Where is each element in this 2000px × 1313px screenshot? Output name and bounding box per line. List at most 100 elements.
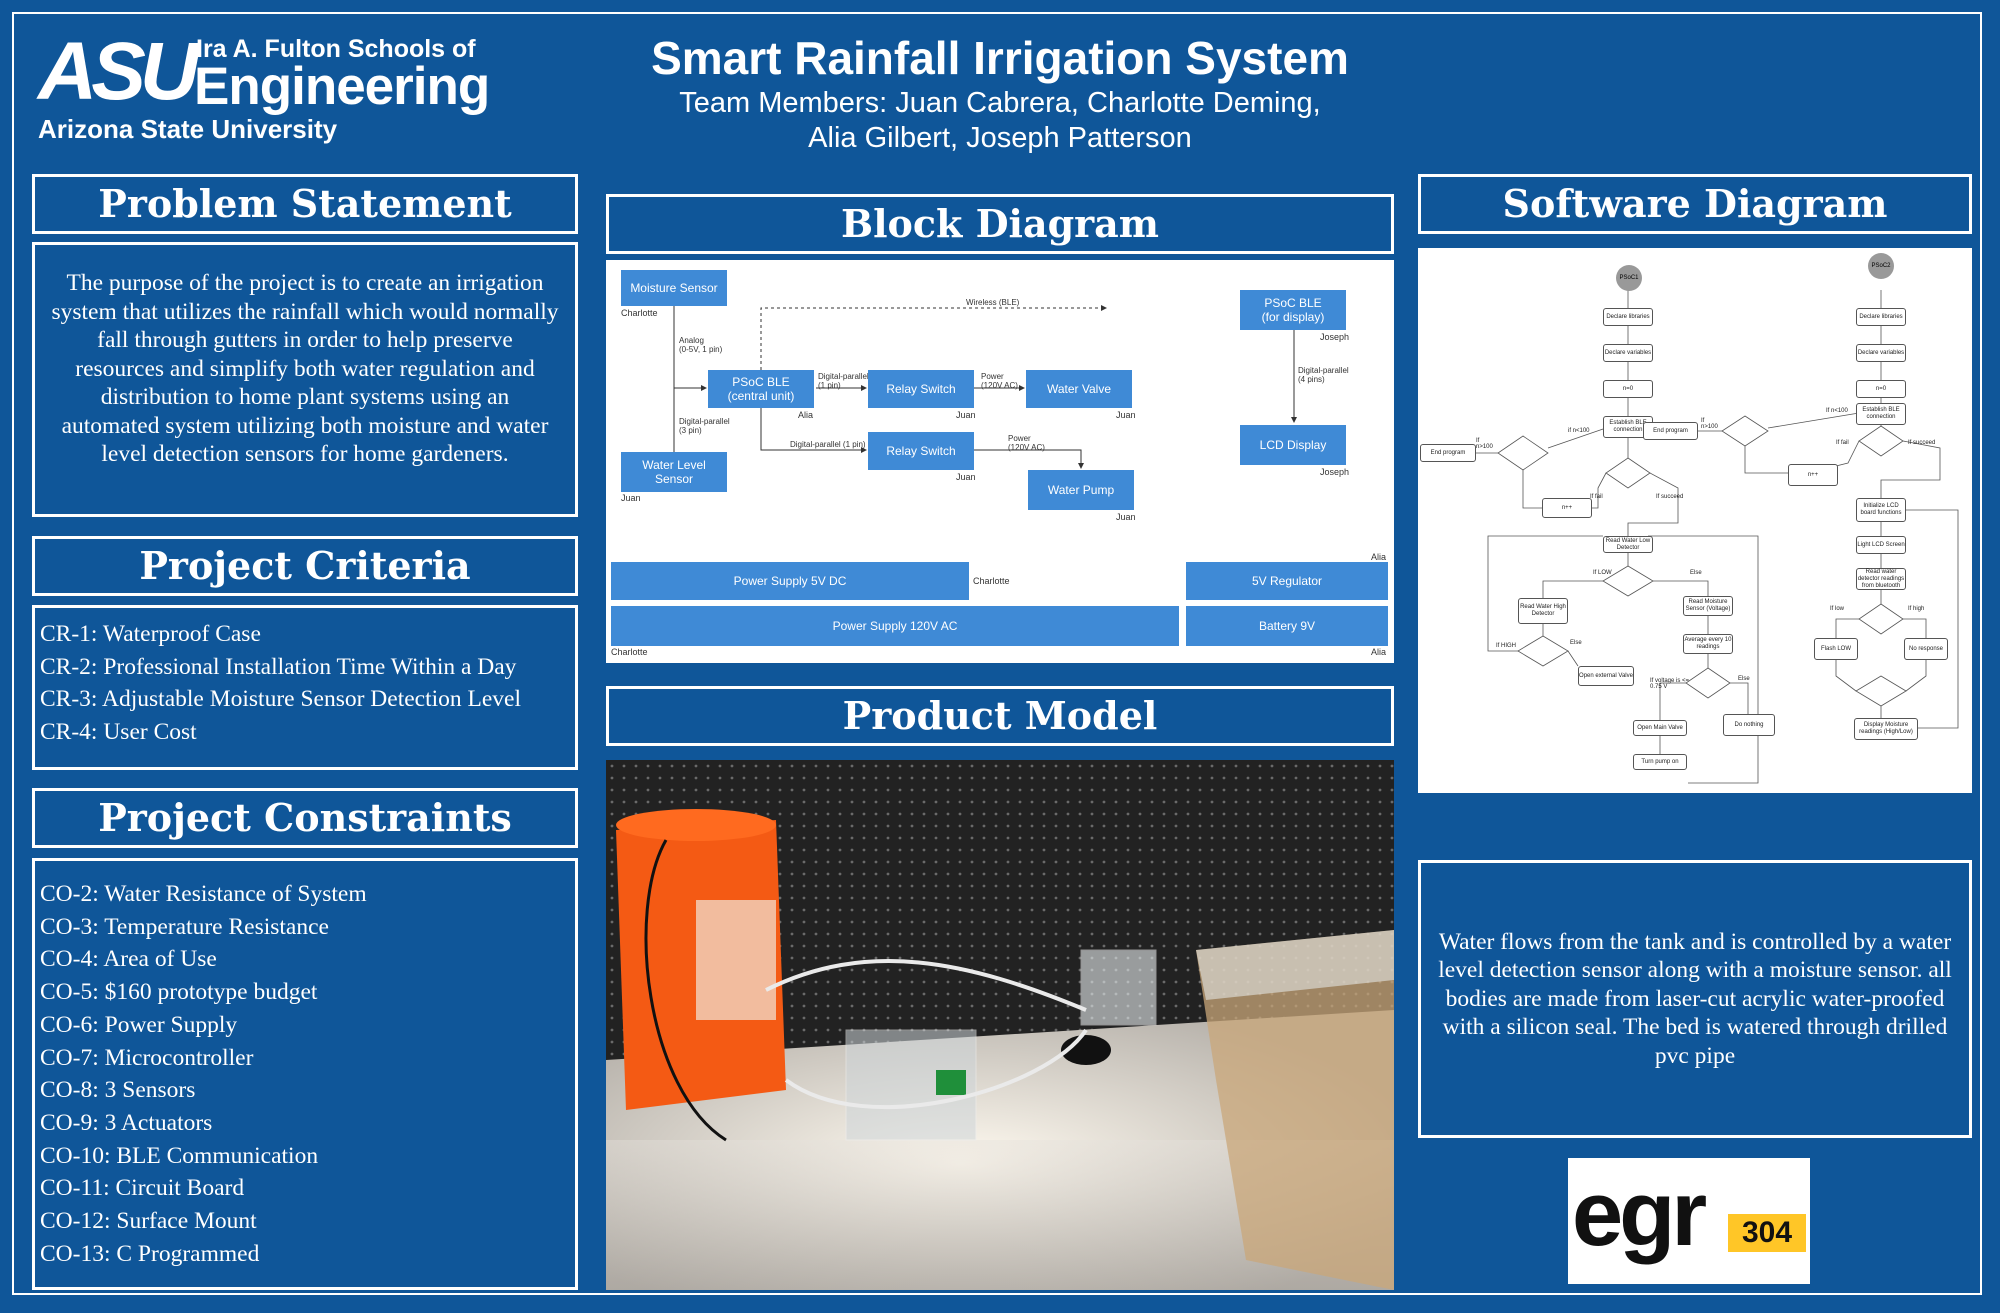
criteria-item: CR-4: User Cost [40,719,197,746]
power-supply-5v-block: Power Supply 5V DC [611,562,969,600]
software-flow-connectors [1476,290,1959,784]
owner-label: Charlotte [621,308,658,318]
digital-parallel-label: Digital-parallel (3 pin) [679,417,730,435]
constraint-item: CO-9: 3 Actuators [40,1109,213,1136]
flow-node: Declare variables [1856,344,1906,362]
flow-label: If fail [1836,440,1849,446]
flow-node: Read Water Low Detector [1603,536,1653,553]
flow-node: n=0 [1856,380,1906,398]
asu-engineering-logo: ASU Ira A. Fulton Schools of Engineering… [38,31,490,146]
water-pump-block: Water Pump [1028,470,1134,510]
flow-node: Open external Valve [1578,666,1634,686]
flow-node: Average every 10 readings [1683,634,1733,654]
moisture-sensor-block: Moisture Sensor [621,270,727,306]
flow-node: n=0 [1603,380,1653,398]
owner-label: Alia [798,410,814,420]
flow-label: If n<100 [1826,408,1848,414]
flow-label: Else [1690,570,1702,576]
flow-label: Else [1570,640,1582,646]
logo-school-text: Ira A. Fulton Schools of [196,35,476,63]
flow-node: Display Moisture readings (High/Low) [1854,718,1918,740]
relay-switch-2-block: Relay Switch [868,432,974,470]
criteria-box: CR-1: Waterproof Case CR-2: Professional… [32,605,578,770]
team-members-line1: Team Members: Juan Cabrera, Charlotte De… [679,87,1321,119]
block-diagram-heading: Block Diagram [606,194,1394,254]
problem-text: The purpose of the project is to create … [51,270,559,467]
flow-label: If HIGH [1496,643,1517,649]
constraint-item: CO-11: Circuit Board [40,1175,245,1202]
water-valve-block: Water Valve [1026,370,1132,408]
logo-university-text: Arizona State University [38,114,338,144]
team-members-line2: Alia Gilbert, Joseph Patterson [808,122,1192,154]
poster-title: Smart Rainfall Irrigation System [651,32,1349,84]
flow-node: Turn pump on [1633,754,1687,770]
criteria-item: CR-2: Professional Installation Time Wit… [40,653,517,680]
owner-label: Juan [1116,410,1136,420]
flow-node: n++ [1542,498,1592,518]
flow-node: Do nothing [1723,714,1775,736]
software-diagram: PSoC1 PSoC2 Declare libraries Declare va… [1418,248,1972,793]
product-description-box: Water flows from the tank and is control… [1418,860,1972,1138]
criteria-list: CR-1: Waterproof Case CR-2: Professional… [35,608,575,749]
psoc-display-block: PSoC BLE (for display) [1240,290,1346,330]
flow-label: if n<100 [1568,428,1590,434]
digital-parallel-label: Digital-parallel (4 pins) [1298,366,1349,384]
owner-label: Alia [1371,647,1387,657]
constraints-heading: Project Constraints [32,788,578,848]
logo-engineering-text: Engineering [194,57,490,116]
flow-node: Open Main Valve [1633,720,1687,736]
software-diagram-heading: Software Diagram [1418,174,1972,234]
constraint-item: CO-10: BLE Communication [40,1142,319,1169]
constraint-item: CO-8: 3 Sensors [40,1077,196,1104]
flow-label: If voltage is <= 0.75 V [1650,678,1690,690]
psoc1-start-node: PSoC1 [1616,265,1642,291]
flow-node: Initialize LCD board functions [1856,498,1906,522]
product-model-heading: Product Model [606,686,1394,746]
flow-label: If n>100 [1476,438,1493,450]
block-diagram-connectors [673,305,1297,469]
product-photo [606,760,1394,1290]
regulator-5v-block: 5V Regulator [1186,562,1388,600]
owner-label: Juan [621,493,641,503]
owner-label: Joseph [1320,332,1350,342]
water-level-sensor-block: Water Level Sensor [621,452,727,492]
flow-label: If n>100 [1701,418,1718,430]
owner-label: Alia [1371,552,1387,562]
problem-heading: Problem Statement [32,174,578,234]
flow-label: Else [1738,676,1750,682]
lcd-display-block: LCD Display [1240,425,1346,465]
flow-node: No response [1904,638,1948,660]
problem-box: The purpose of the project is to create … [32,242,578,517]
constraint-item: CO-4: Area of Use [40,946,217,973]
poster-title-block: Smart Rainfall Irrigation System Team Me… [560,30,1440,156]
power-supply-120v-block: Power Supply 120V AC [611,606,1179,646]
criteria-item: CR-1: Waterproof Case [40,621,261,647]
analog-label: Analog (0-5V, 1 pin) [679,336,723,354]
constraint-item: CO-12: Surface Mount [40,1208,257,1235]
constraint-item: CO-7: Microcontroller [40,1044,254,1071]
flow-node: Declare libraries [1603,308,1653,326]
constraint-item: CO-13: C Programmed [40,1240,260,1267]
constraint-item: CO-6: Power Supply [40,1011,238,1038]
flow-node: Read water detector readings from blueto… [1856,568,1906,590]
poster-frame [12,12,1982,1295]
criteria-item: CR-3: Adjustable Moisture Sensor Detecti… [40,686,522,713]
flow-label: If succeed [1656,494,1684,500]
flow-node: Read Moisture Sensor (Voltage) [1683,596,1733,616]
flow-node: End program [1643,422,1698,440]
flow-node: Read Water High Detector [1518,598,1568,624]
constraints-list: CO-2: Water Resistance of System CO-3: T… [35,861,575,1270]
course-number-badge: 304 [1728,1214,1806,1252]
criteria-heading: Project Criteria [32,536,578,596]
owner-label: Charlotte [611,647,648,657]
flow-node: Declare libraries [1856,308,1906,326]
owner-label: Juan [956,410,976,420]
egr304-logo: egr 304 [1568,1158,1810,1284]
flow-node: Light LCD Screen [1856,536,1906,554]
product-photo-illustration [606,760,1394,1290]
power-label: Power (120V AC) [981,372,1018,390]
owner-label: Charlotte [973,576,1010,586]
digital-parallel-label: Digital-parallel (1 pin) [818,372,869,390]
digital-parallel-label: Digital-parallel (1 pin) [790,440,866,449]
flow-node: Establish BLE connection [1856,403,1906,425]
